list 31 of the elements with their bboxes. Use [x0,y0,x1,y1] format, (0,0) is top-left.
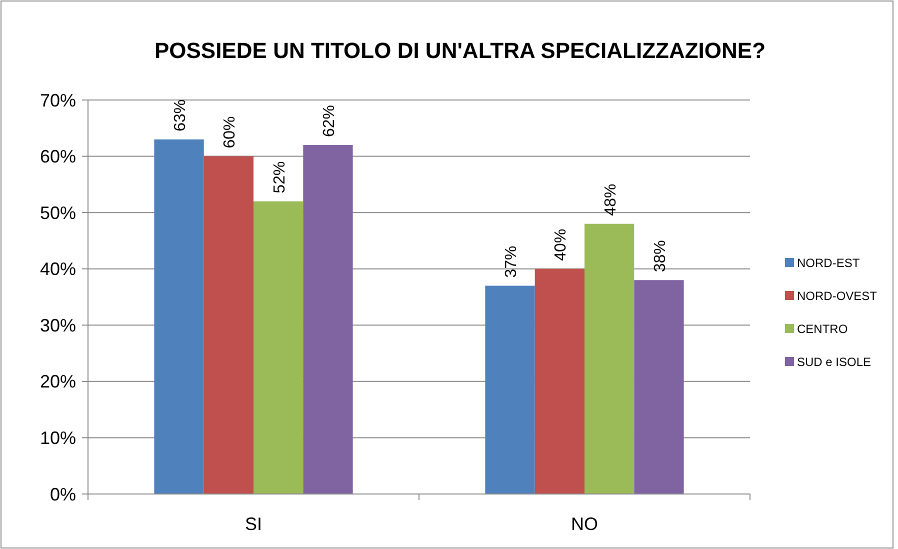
data-label: 63% [172,99,190,132]
data-label: 38% [652,240,669,272]
bar [584,224,634,494]
y-tick-label: 10% [40,428,76,448]
chart-title: POSSIEDE UN TITOLO DI UN'ALTRA SPECIALIZZAZIONE? [154,38,766,63]
bar [534,268,584,494]
bar [634,280,684,494]
data-label: 37% [503,246,520,278]
data-label: 52% [271,161,288,194]
y-tick-label: 0% [50,484,76,504]
data-label: 48% [602,184,620,216]
bar [303,145,353,494]
legend-label: SUD e ISOLE [797,355,872,370]
bar [154,139,204,494]
legend-label: NORD-EST [797,256,860,270]
y-tick-label: 40% [40,259,76,280]
y-tick-label: 60% [40,146,76,167]
bar [254,201,304,494]
bar [204,156,254,494]
legend-label: NORD-OVEST [797,289,878,304]
data-label: 40% [552,228,570,261]
x-tick-label: NO [571,514,598,534]
x-tick-label: SI [244,514,262,534]
y-tick-label: 70% [40,90,76,110]
y-tick-label: 50% [40,202,76,223]
y-tick-label: 20% [40,372,76,392]
data-label: 60% [222,116,239,148]
legend-label: CENTRO [797,322,848,336]
data-label: 62% [320,104,338,138]
bar [485,286,535,494]
y-tick-label: 30% [40,315,76,336]
